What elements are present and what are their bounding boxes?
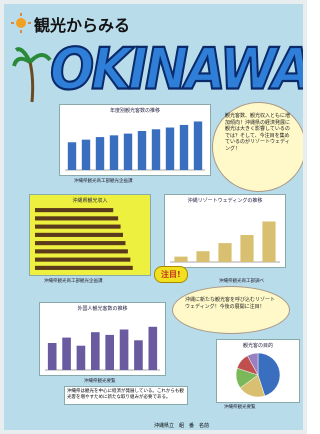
bar <box>62 338 71 370</box>
bar <box>96 137 104 170</box>
sun-icon <box>10 12 32 34</box>
bar <box>174 257 187 262</box>
bar <box>152 129 160 170</box>
paragraph: 沖縄県は観光を中心に経済が発展している。これからも観光客を増やすために新たな取り… <box>64 386 188 405</box>
source: 沖縄県観光商工部観光企画課 <box>74 178 133 184</box>
chart-box: 沖縄リゾートウェディングの推移 <box>164 194 286 268</box>
palm-icon <box>12 44 52 104</box>
bar <box>218 243 231 262</box>
footer: 沖縄県立 組 番 名前 <box>154 422 209 429</box>
bar <box>166 128 174 170</box>
speech-bubble: 観光客数、観光収入ともに増加傾向！沖縄県の経済発展に観光は大きく影響しているので… <box>212 102 306 192</box>
chart-title: 観光客の目的 <box>217 342 299 349</box>
bar <box>35 266 133 270</box>
plot <box>35 206 145 272</box>
logo: OKINAWA <box>50 37 307 103</box>
bar <box>35 249 128 253</box>
bar <box>35 233 123 237</box>
source: 沖縄県観光要覧 <box>84 378 116 384</box>
bar <box>35 216 118 220</box>
bar <box>110 135 118 170</box>
plot <box>170 206 280 264</box>
bar <box>138 131 146 170</box>
source: 沖縄県観光商工部観光企画課 <box>44 278 103 284</box>
chart-title: 外国人観光客数の推移 <box>40 305 165 312</box>
bar <box>149 327 158 370</box>
bar <box>35 208 113 212</box>
speech-bubble: 沖縄に新たな観光客を呼び込むリゾートウェディング！今後の展開に注目！ <box>172 286 290 334</box>
bar <box>124 134 132 170</box>
chart-title: 沖縄リゾートウェディングの推移 <box>165 197 285 204</box>
chart-box: 外国人観光客数の推移 <box>39 302 166 376</box>
title: 観光からみる <box>34 12 130 36</box>
bar <box>82 140 90 170</box>
notice: 注目! <box>154 266 188 283</box>
chart-title: 年度別観光客数の推移 <box>60 107 210 114</box>
chart-title: 沖縄県観光収入 <box>30 197 150 204</box>
source: 沖縄県観光商工部調べ <box>219 278 264 284</box>
bar <box>35 258 130 262</box>
plot <box>45 314 160 372</box>
bar <box>180 125 188 170</box>
plot <box>222 351 294 399</box>
chart-box: 観光客の目的 <box>216 339 300 403</box>
bar <box>134 340 143 370</box>
bar <box>35 225 121 229</box>
bar <box>77 346 86 370</box>
bar <box>48 343 57 370</box>
bar <box>196 251 209 262</box>
chart-box: 沖縄県観光収入 <box>29 194 151 276</box>
bar <box>35 241 125 245</box>
bar <box>91 332 100 370</box>
bar <box>68 142 76 170</box>
bar <box>120 330 129 371</box>
bar <box>262 222 275 263</box>
plot <box>65 116 205 172</box>
source: 沖縄県観光要覧 <box>224 404 256 410</box>
poster: 観光からみる OKINAWA 年度別観光客数の推移 沖縄県観光商工部観光企画課 … <box>0 0 307 434</box>
bar <box>105 335 114 370</box>
bar <box>240 235 253 262</box>
bar <box>194 121 202 170</box>
chart-box: 年度別観光客数の推移 <box>59 104 211 176</box>
